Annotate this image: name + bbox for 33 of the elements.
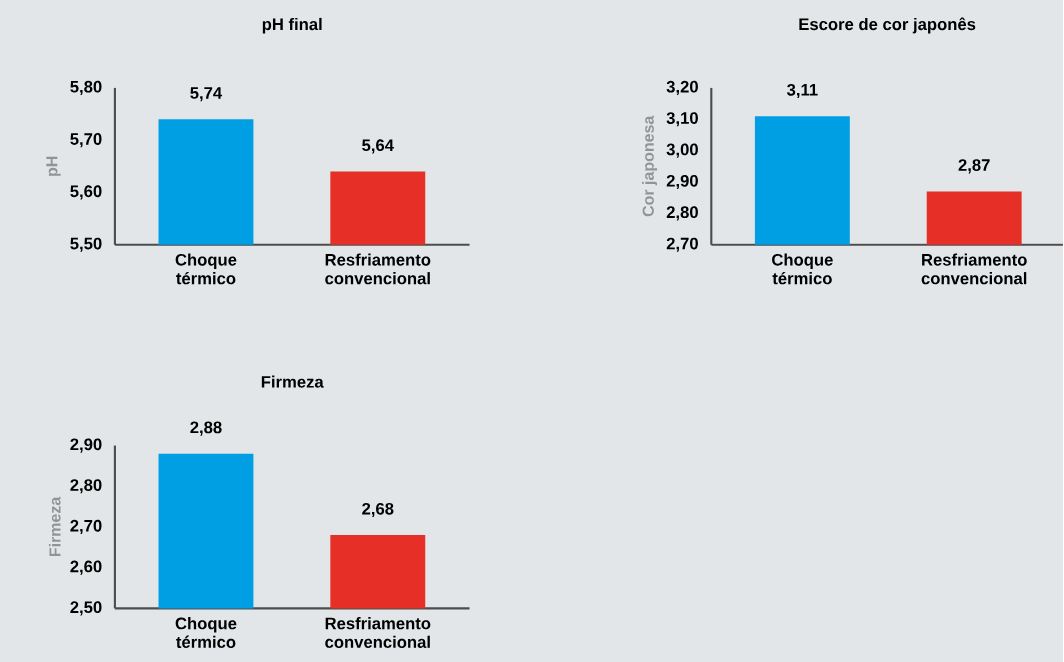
y-tick-label: 3,10 [666, 112, 698, 127]
y-tick-label: 5,80 [70, 80, 102, 95]
data-label: 3,11 [787, 83, 818, 98]
data-label: 2,68 [362, 502, 394, 517]
y-axis-title: pH [46, 156, 61, 176]
y-tick-label: 2,90 [666, 174, 698, 189]
chart-title: Escore de cor japonês [799, 17, 976, 34]
y-axis-title: Firmeza [48, 496, 61, 556]
x-tick-label: Choque térmico [175, 253, 237, 285]
y-tick-label: 3,20 [666, 80, 698, 95]
y-axis-title: Cor japonesa [642, 115, 658, 217]
x-tick-label: Resfriamento convencional [325, 253, 431, 285]
x-tick-label: Choque térmico [175, 616, 237, 648]
y-tick-label: 5,50 [70, 237, 102, 252]
data-label: 2,88 [190, 421, 222, 436]
y-tick-label: 2,70 [70, 519, 102, 534]
data-label: 2,87 [958, 159, 990, 174]
y-tick-label: 2,90 [70, 438, 102, 453]
chart-title: Firmeza [261, 375, 324, 388]
y-tick-label: 2,80 [70, 479, 102, 494]
x-tick-label: Resfriamento convencional [921, 253, 1027, 285]
chart-title: pH final [262, 17, 322, 34]
y-tick-label: 2,60 [70, 560, 102, 575]
y-tick-label: 2,50 [70, 601, 102, 616]
data-label: 5,64 [362, 139, 394, 154]
y-tick-label: 5,70 [70, 132, 102, 148]
y-tick-label: 5,60 [70, 185, 102, 200]
y-tick-label: 3,00 [666, 143, 698, 158]
data-label: 5,74 [190, 87, 223, 102]
y-tick-label: 2,80 [666, 206, 698, 221]
x-tick-label: Resfriamento convencional [325, 616, 431, 648]
x-tick-label: Choque térmico [772, 253, 833, 285]
y-tick-label: 2,70 [666, 237, 698, 252]
